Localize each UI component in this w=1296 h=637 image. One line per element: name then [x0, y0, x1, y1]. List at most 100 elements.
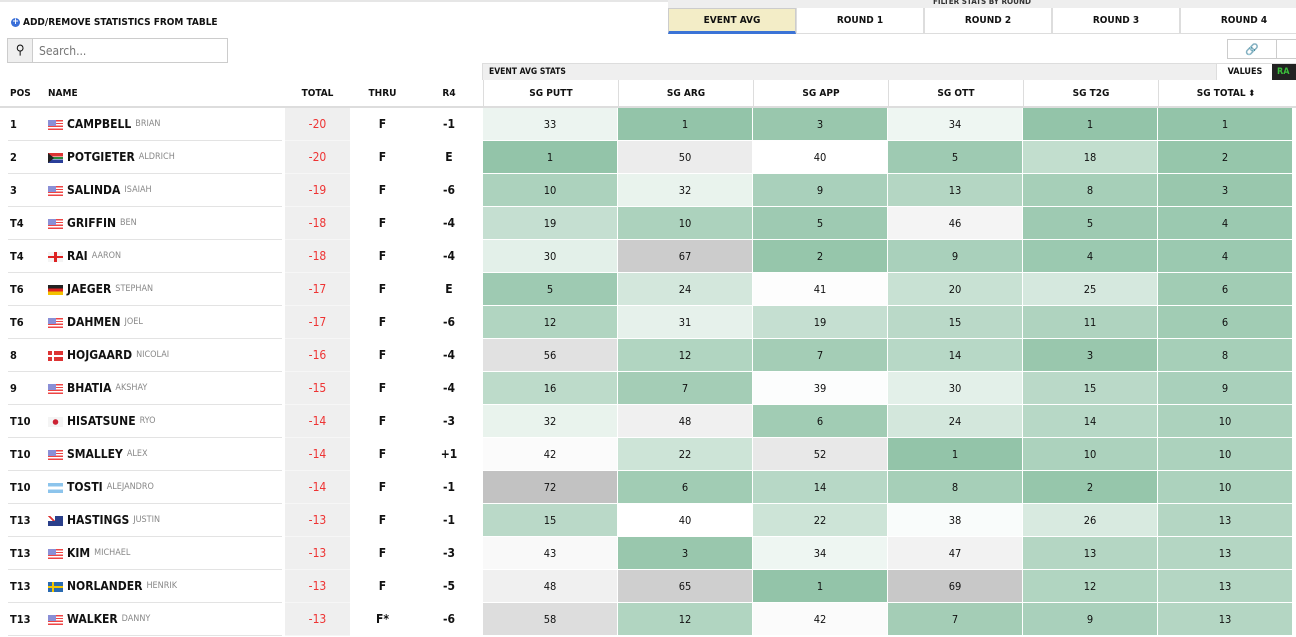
position: T4 — [10, 250, 24, 263]
stat-cell-sg-putt: 5 — [483, 273, 618, 306]
search-input[interactable] — [33, 39, 227, 62]
stat-cell-sg-arg: 32 — [618, 174, 753, 207]
position: T13 — [10, 613, 31, 626]
stat-cell-sg-t2g: 2 — [1023, 471, 1158, 504]
tab-round-3[interactable]: ROUND 3 — [1052, 8, 1180, 34]
total-score: -17 — [285, 273, 350, 306]
stat-cell-sg-ott: 7 — [888, 603, 1023, 636]
player-name[interactable]: HOJGAARD NICOLAI — [48, 339, 169, 372]
player-name[interactable]: POTGIETER ALDRICH — [48, 141, 175, 174]
stat-cell-sg-total: 4 — [1158, 240, 1293, 273]
player-name[interactable]: CAMPBELL BRIAN — [48, 108, 160, 141]
table-row[interactable]: T10 SMALLEY ALEX -14 F +1 42 22 52 1 10 10 — [8, 438, 1296, 471]
stat-cell-sg-putt: 43 — [483, 537, 618, 570]
table-row[interactable]: T4 RAI AARON -18 F -4 30 67 2 9 4 4 — [8, 240, 1296, 273]
header-sg-total[interactable]: SG TOTAL ⬍ — [1158, 80, 1293, 106]
stat-cell-sg-t2g: 18 — [1023, 141, 1158, 174]
position: 8 — [10, 349, 17, 362]
stat-cell-sg-app: 2 — [753, 240, 888, 273]
player-name[interactable]: TOSTI ALEJANDRO — [48, 471, 154, 504]
header-sg-putt[interactable]: SG PUTT — [483, 80, 618, 106]
total-score: -20 — [285, 108, 350, 141]
player-name[interactable]: SMALLEY ALEX — [48, 438, 148, 471]
header-sg-t2g[interactable]: SG T2G — [1023, 80, 1158, 106]
player-name[interactable]: KIM MICHAEL — [48, 537, 130, 570]
row-divider — [8, 173, 282, 174]
last-name: POTGIETER — [67, 150, 135, 164]
header-name[interactable]: NAME — [48, 88, 78, 99]
round-4-score: -1 — [443, 480, 455, 494]
header-pos[interactable]: POS — [10, 88, 31, 99]
round-4-score: -4 — [443, 348, 455, 362]
stat-cell-sg-ott: 5 — [888, 141, 1023, 174]
stat-cell-sg-putt: 1 — [483, 141, 618, 174]
tab-round-1[interactable]: ROUND 1 — [796, 8, 924, 34]
stat-cell-sg-total: 9 — [1158, 372, 1293, 405]
stat-cell-sg-arg: 50 — [618, 141, 753, 174]
header-r4[interactable]: R4 — [442, 88, 456, 99]
flag-ar-icon — [48, 482, 63, 493]
stat-cell-sg-arg: 67 — [618, 240, 753, 273]
stat-cell-sg-putt: 10 — [483, 174, 618, 207]
table-row[interactable]: T13 WALKER DANNY -13 F* -6 58 12 42 7 9 13 — [8, 603, 1296, 636]
table-row[interactable]: 8 HOJGAARD NICOLAI -16 F -4 56 12 7 14 3 8 — [8, 339, 1296, 372]
player-name[interactable]: RAI AARON — [48, 240, 121, 273]
add-remove-statistics-button[interactable]: + ADD/REMOVE STATISTICS FROM TABLE — [11, 17, 218, 28]
stat-cell-sg-ott: 14 — [888, 339, 1023, 372]
player-name[interactable]: DAHMEN JOEL — [48, 306, 143, 339]
header-sg-app[interactable]: SG APP — [753, 80, 888, 106]
search-icon: ⚲ — [8, 39, 33, 62]
table-header: POS NAME TOTAL THRU R4 SG PUTT SG ARG SG A… — [0, 80, 1296, 108]
position: T13 — [10, 547, 31, 560]
ranks-toggle[interactable]: RA — [1272, 64, 1296, 80]
header-sg-arg[interactable]: SG ARG — [618, 80, 753, 106]
row-divider — [8, 569, 282, 570]
player-name[interactable]: SALINDA ISAIAH — [48, 174, 152, 207]
stat-cell-sg-app: 22 — [753, 504, 888, 537]
copy-link-button[interactable]: 🔗 — [1227, 39, 1277, 59]
position: 1 — [10, 118, 17, 131]
table-row[interactable]: T13 NORLANDER HENRIK -13 F -5 48 65 1 69 12 13 — [8, 570, 1296, 603]
sort-icon[interactable]: ⬍ — [1245, 89, 1256, 99]
row-divider — [8, 305, 282, 306]
header-sg-ott[interactable]: SG OTT — [888, 80, 1023, 106]
last-name: HOJGAARD — [67, 348, 133, 362]
player-name[interactable]: BHATIA AKSHAY — [48, 372, 147, 405]
filter-stats-heading: FILTER STATS BY ROUND — [668, 0, 1296, 8]
player-name[interactable]: HISATSUNE RYO — [48, 405, 155, 438]
stat-cell-sg-arg: 12 — [618, 339, 753, 372]
table-row[interactable]: T10 TOSTI ALEJANDRO -14 F -1 72 6 14 8 2 10 — [8, 471, 1296, 504]
stat-cell-sg-t2g: 13 — [1023, 537, 1158, 570]
stat-cell-sg-arg: 1 — [618, 108, 753, 141]
toolbar-button[interactable] — [1275, 39, 1296, 59]
player-name[interactable]: WALKER DANNY — [48, 603, 150, 636]
table-row[interactable]: T6 JAEGER STEPHAN -17 F E 5 24 41 20 25 6 — [8, 273, 1296, 306]
table-row[interactable]: T13 KIM MICHAEL -13 F -3 43 3 34 47 13 13 — [8, 537, 1296, 570]
table-row[interactable]: T6 DAHMEN JOEL -17 F -6 12 31 19 15 11 6 — [8, 306, 1296, 339]
stat-cell-sg-t2g: 26 — [1023, 504, 1158, 537]
table-row[interactable]: 1 CAMPBELL BRIAN -20 F -1 33 1 3 34 1 1 — [8, 108, 1296, 141]
player-name[interactable]: HASTINGS JUSTIN — [48, 504, 160, 537]
last-name: GRIFFIN — [67, 216, 116, 230]
player-name[interactable]: JAEGER STEPHAN — [48, 273, 153, 306]
tab-round-2[interactable]: ROUND 2 — [924, 8, 1052, 34]
table-row[interactable]: 9 BHATIA AKSHAY -15 F -4 16 7 39 30 15 9 — [8, 372, 1296, 405]
tab-event-avg[interactable]: EVENT AVG — [668, 8, 796, 34]
stat-cell-sg-arg: 48 — [618, 405, 753, 438]
round-4-score: -5 — [443, 579, 455, 593]
table-row[interactable]: 2 POTGIETER ALDRICH -20 F E 1 50 40 5 18 2 — [8, 141, 1296, 174]
table-row[interactable]: 3 SALINDA ISAIAH -19 F -6 10 32 9 13 8 3 — [8, 174, 1296, 207]
values-toggle[interactable]: VALUES — [1216, 64, 1273, 80]
thru: F — [378, 117, 387, 131]
table-row[interactable]: T10 HISATSUNE RYO -14 F -3 32 48 6 24 14 10 — [8, 405, 1296, 438]
stat-cell-sg-putt: 30 — [483, 240, 618, 273]
player-name[interactable]: GRIFFIN BEN — [48, 207, 137, 240]
table-row[interactable]: T4 GRIFFIN BEN -18 F -4 19 10 5 46 5 4 — [8, 207, 1296, 240]
header-total[interactable]: TOTAL — [301, 88, 334, 99]
tab-round-4[interactable]: ROUND 4 — [1180, 8, 1296, 34]
table-row[interactable]: T13 HASTINGS JUSTIN -13 F -1 15 40 22 38 26 13 — [8, 504, 1296, 537]
row-divider — [8, 536, 282, 537]
stat-cell-sg-app: 19 — [753, 306, 888, 339]
player-name[interactable]: NORLANDER HENRIK — [48, 570, 177, 603]
header-thru[interactable]: THRU — [368, 88, 397, 99]
